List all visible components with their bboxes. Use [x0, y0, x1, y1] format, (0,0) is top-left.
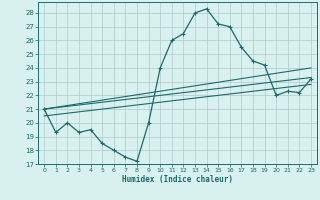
X-axis label: Humidex (Indice chaleur): Humidex (Indice chaleur)	[122, 175, 233, 184]
